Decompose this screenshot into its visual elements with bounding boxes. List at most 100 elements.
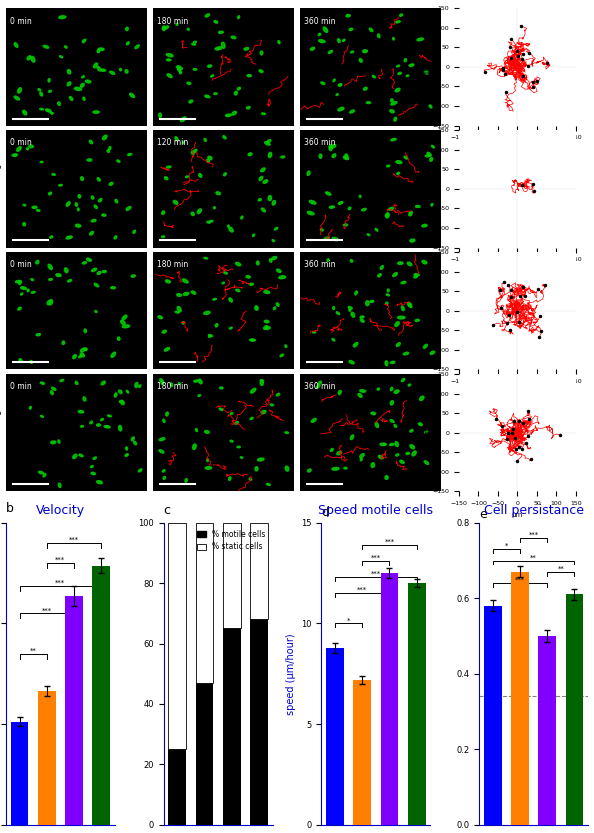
Ellipse shape xyxy=(329,206,334,208)
Text: ***: *** xyxy=(55,557,65,563)
Ellipse shape xyxy=(182,279,188,283)
Ellipse shape xyxy=(19,359,23,362)
Ellipse shape xyxy=(409,212,412,213)
Ellipse shape xyxy=(48,264,52,270)
Ellipse shape xyxy=(170,383,173,387)
Ellipse shape xyxy=(38,88,41,91)
Ellipse shape xyxy=(135,382,138,387)
Ellipse shape xyxy=(330,146,332,148)
Ellipse shape xyxy=(362,208,366,211)
Ellipse shape xyxy=(162,26,165,31)
Ellipse shape xyxy=(75,224,81,227)
Ellipse shape xyxy=(178,69,181,72)
Ellipse shape xyxy=(119,390,122,393)
Ellipse shape xyxy=(247,74,251,77)
Ellipse shape xyxy=(238,16,239,18)
Ellipse shape xyxy=(14,154,17,157)
Ellipse shape xyxy=(189,100,192,103)
Ellipse shape xyxy=(81,348,86,352)
Ellipse shape xyxy=(338,391,341,395)
Ellipse shape xyxy=(67,82,71,86)
Ellipse shape xyxy=(390,110,394,112)
Ellipse shape xyxy=(388,207,394,210)
Ellipse shape xyxy=(94,283,99,287)
Ellipse shape xyxy=(331,144,336,148)
Ellipse shape xyxy=(40,108,43,110)
Ellipse shape xyxy=(208,65,211,67)
Ellipse shape xyxy=(229,476,231,481)
Ellipse shape xyxy=(191,291,195,294)
Ellipse shape xyxy=(18,307,21,310)
Ellipse shape xyxy=(110,71,115,74)
Ellipse shape xyxy=(115,199,118,203)
Bar xyxy=(169,523,186,749)
Ellipse shape xyxy=(52,387,56,391)
Ellipse shape xyxy=(187,82,191,84)
Ellipse shape xyxy=(215,324,218,327)
Ellipse shape xyxy=(264,326,268,329)
Ellipse shape xyxy=(372,76,375,77)
Ellipse shape xyxy=(407,302,412,307)
Bar xyxy=(381,573,399,825)
Text: ***: *** xyxy=(357,587,367,593)
Bar xyxy=(484,606,502,825)
Ellipse shape xyxy=(127,42,129,45)
Ellipse shape xyxy=(194,380,199,382)
Bar xyxy=(326,647,344,825)
Ellipse shape xyxy=(81,426,83,427)
Ellipse shape xyxy=(307,212,314,215)
Ellipse shape xyxy=(193,68,197,70)
Ellipse shape xyxy=(387,289,389,292)
Ellipse shape xyxy=(397,317,405,319)
Ellipse shape xyxy=(369,301,374,302)
Ellipse shape xyxy=(175,137,178,141)
Ellipse shape xyxy=(91,472,96,475)
Ellipse shape xyxy=(69,97,72,101)
Ellipse shape xyxy=(178,67,182,70)
Ellipse shape xyxy=(96,424,100,426)
Text: 0 min: 0 min xyxy=(10,261,32,269)
Ellipse shape xyxy=(272,240,274,242)
Ellipse shape xyxy=(232,112,236,115)
Ellipse shape xyxy=(48,78,50,82)
Ellipse shape xyxy=(50,112,53,114)
Ellipse shape xyxy=(191,151,194,155)
Ellipse shape xyxy=(342,39,345,42)
Ellipse shape xyxy=(332,467,339,470)
Ellipse shape xyxy=(375,228,378,231)
Ellipse shape xyxy=(409,213,412,216)
Ellipse shape xyxy=(215,47,222,50)
Ellipse shape xyxy=(396,161,402,163)
Ellipse shape xyxy=(125,27,128,31)
Ellipse shape xyxy=(214,92,217,95)
Ellipse shape xyxy=(79,454,83,456)
Ellipse shape xyxy=(394,390,399,393)
Ellipse shape xyxy=(62,341,65,345)
Ellipse shape xyxy=(401,282,406,284)
Ellipse shape xyxy=(207,221,211,223)
Ellipse shape xyxy=(378,34,380,37)
Ellipse shape xyxy=(184,292,189,296)
Text: ***: *** xyxy=(69,537,79,543)
Ellipse shape xyxy=(166,166,171,168)
Ellipse shape xyxy=(210,221,213,222)
Ellipse shape xyxy=(378,456,383,459)
Ellipse shape xyxy=(208,157,212,160)
Ellipse shape xyxy=(29,145,33,147)
Ellipse shape xyxy=(378,274,381,277)
Ellipse shape xyxy=(431,203,433,206)
Y-axis label: μm: μm xyxy=(425,305,431,317)
Text: ***: *** xyxy=(55,580,65,586)
Ellipse shape xyxy=(220,387,223,389)
Ellipse shape xyxy=(127,391,129,393)
Ellipse shape xyxy=(58,102,60,106)
Ellipse shape xyxy=(67,202,70,207)
Ellipse shape xyxy=(422,261,427,264)
Ellipse shape xyxy=(386,214,388,217)
Ellipse shape xyxy=(338,84,342,86)
Ellipse shape xyxy=(65,268,68,272)
Ellipse shape xyxy=(350,51,353,52)
Ellipse shape xyxy=(82,76,84,77)
Ellipse shape xyxy=(214,21,217,23)
Ellipse shape xyxy=(165,347,169,351)
